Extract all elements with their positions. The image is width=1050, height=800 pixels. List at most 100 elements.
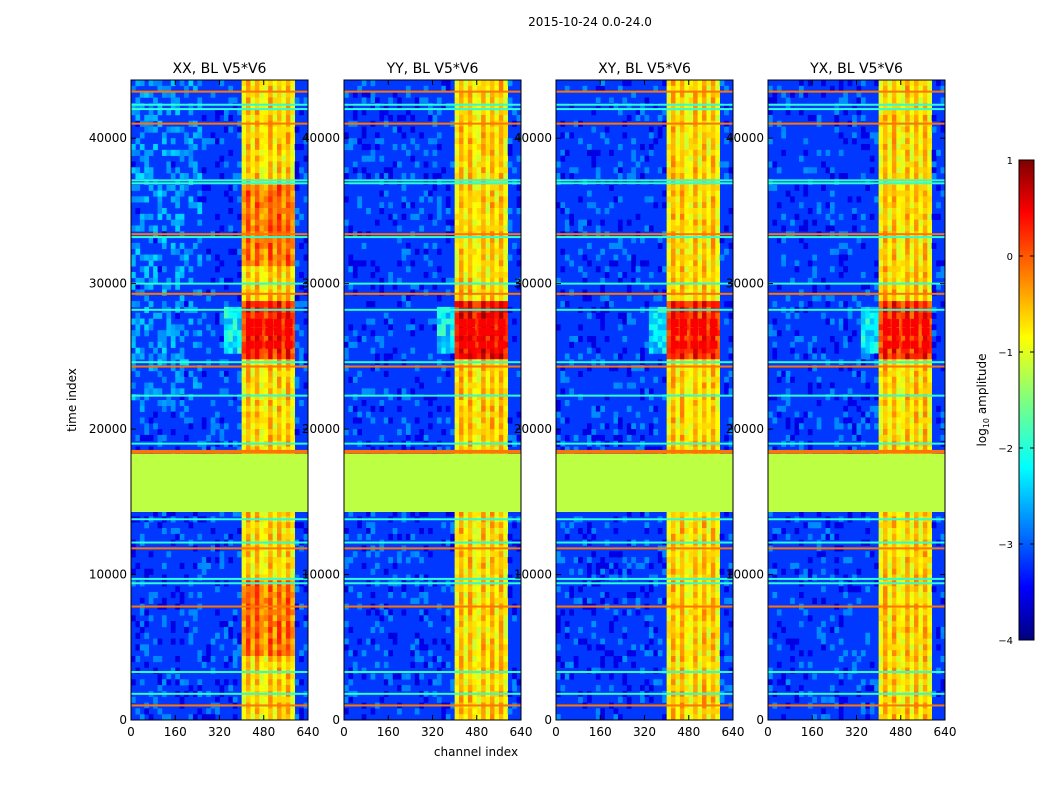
heatmap-cell xyxy=(241,196,247,203)
heatmap-cell xyxy=(485,91,491,98)
flag-line xyxy=(131,577,308,580)
heatmap-cell xyxy=(201,114,207,122)
heatmap-cell xyxy=(263,336,269,343)
heatmap-cell xyxy=(259,592,265,599)
heatmap-cell xyxy=(454,714,460,721)
heatmap-cell xyxy=(459,679,464,686)
heatmap-cell xyxy=(697,91,703,98)
heatmap-cell xyxy=(388,97,393,104)
heatmap-cell xyxy=(228,126,234,133)
heatmap-cell xyxy=(586,144,592,151)
heatmap-cell xyxy=(494,574,500,581)
heatmap-cell xyxy=(481,510,486,517)
flag-line xyxy=(131,671,308,673)
heatmap-cell xyxy=(179,213,185,220)
heatmap-cell xyxy=(277,394,282,401)
heatmap-cell xyxy=(640,103,645,110)
heatmap-cell xyxy=(693,178,698,186)
heatmap-cell xyxy=(366,528,371,535)
heatmap-cell xyxy=(192,242,198,250)
heatmap-cell xyxy=(445,85,451,92)
rfi-hotspot xyxy=(265,327,274,336)
heatmap-cell xyxy=(192,161,198,168)
heatmap-cell xyxy=(272,621,278,628)
heatmap-cell xyxy=(481,85,486,92)
heatmap-cell xyxy=(675,184,681,191)
heatmap-cell xyxy=(131,109,136,116)
heatmap-cell xyxy=(263,213,269,220)
heatmap-cell xyxy=(467,551,473,558)
heatmap-cell xyxy=(467,266,473,273)
heatmap-cell xyxy=(498,626,504,634)
heatmap-cell xyxy=(472,621,478,628)
heatmap-cell xyxy=(503,242,509,250)
heatmap-cell xyxy=(494,289,500,296)
heatmap-cell xyxy=(697,138,703,145)
heatmap-cell xyxy=(697,196,703,203)
heatmap-cell xyxy=(564,132,570,139)
heatmap-cell xyxy=(595,225,601,232)
flag-line xyxy=(344,236,521,239)
heatmap-cell xyxy=(467,301,473,308)
heatmap-cell xyxy=(459,242,464,250)
heatmap-cell xyxy=(374,353,380,360)
heatmap-cell xyxy=(357,638,362,645)
heatmap-cell xyxy=(459,225,464,232)
heatmap-cell xyxy=(405,557,411,564)
heatmap-cell xyxy=(476,533,482,540)
heatmap-cell xyxy=(498,91,504,98)
heatmap-cell xyxy=(490,225,495,232)
heatmap-cell xyxy=(481,312,486,319)
heatmap-cell xyxy=(277,656,282,663)
heatmap-cell xyxy=(472,97,478,104)
rfi-hotspot xyxy=(254,327,263,336)
heatmap-cell xyxy=(485,225,491,232)
heatmap-cell xyxy=(494,656,500,663)
heatmap-cell xyxy=(454,423,460,430)
heatmap-cell xyxy=(490,277,495,284)
heatmap-cell xyxy=(246,138,251,145)
heatmap-cell xyxy=(370,638,376,645)
heatmap-cell xyxy=(476,132,482,139)
heatmap-cell xyxy=(454,184,460,191)
heatmap-cell xyxy=(463,347,469,354)
heatmap-cell xyxy=(436,248,442,255)
heatmap-cell xyxy=(250,586,256,593)
heatmap-cell xyxy=(272,376,278,383)
heatmap-cell xyxy=(675,114,681,122)
heatmap-cell xyxy=(648,144,654,151)
heatmap-cell xyxy=(490,97,495,104)
heatmap-cell xyxy=(135,644,141,651)
heatmap-cell xyxy=(272,277,278,284)
heatmap-cell xyxy=(197,592,203,599)
heatmap-cell xyxy=(410,114,416,122)
heatmap-cell xyxy=(179,411,185,418)
heatmap-cell xyxy=(215,138,220,145)
heatmap-cell xyxy=(272,167,278,174)
heatmap-cell xyxy=(454,708,460,715)
heatmap-cell xyxy=(237,370,242,378)
heatmap-cell xyxy=(131,167,136,174)
heatmap-cell xyxy=(281,109,287,116)
heatmap-cell xyxy=(423,289,429,296)
heatmap-cell xyxy=(693,85,698,92)
heatmap-cell xyxy=(277,289,282,296)
heatmap-cell xyxy=(423,161,429,168)
heatmap-cell xyxy=(490,126,495,133)
heatmap-cell xyxy=(485,650,491,657)
heatmap-cell xyxy=(569,167,574,174)
heatmap-cell xyxy=(374,562,380,570)
heatmap-cell xyxy=(405,295,411,302)
heatmap-cell xyxy=(277,609,282,616)
heatmap-cell xyxy=(503,429,509,436)
heatmap-cell xyxy=(250,667,256,674)
heatmap-cell xyxy=(441,522,447,529)
heatmap-cell xyxy=(188,277,194,284)
heatmap-cell xyxy=(290,382,296,389)
heatmap-cell xyxy=(503,283,509,290)
heatmap-cell xyxy=(259,533,265,540)
heatmap-cell xyxy=(494,155,500,162)
heatmap-cell xyxy=(139,266,145,273)
heatmap-cell xyxy=(228,184,234,191)
heatmap-cell xyxy=(481,324,486,331)
